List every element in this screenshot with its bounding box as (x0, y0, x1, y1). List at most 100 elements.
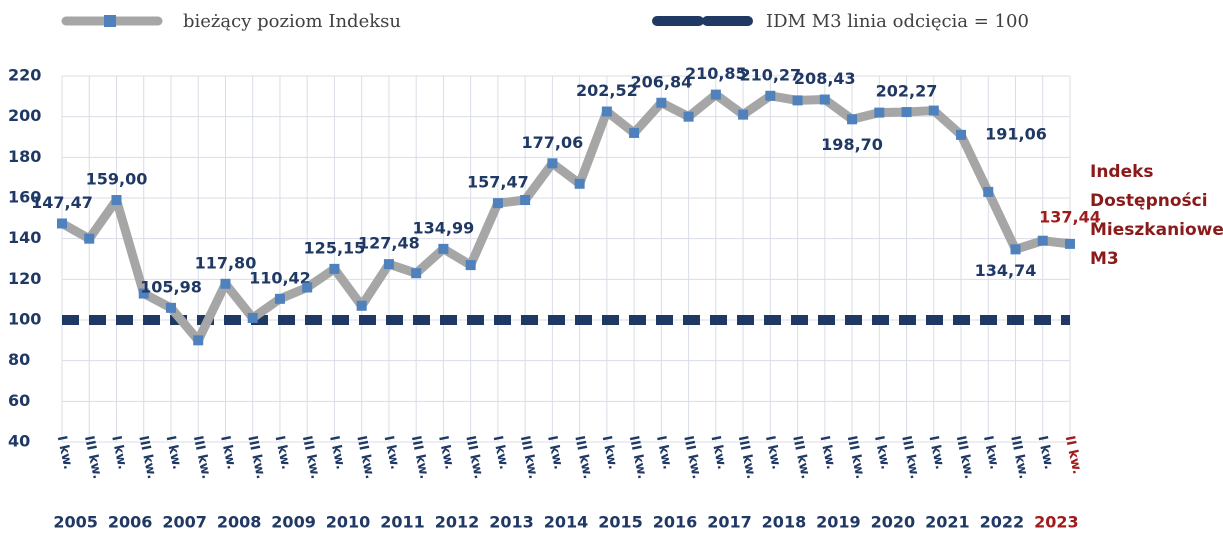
value-label: 210,85 (685, 64, 747, 83)
marker (138, 288, 149, 299)
year-label: 2012 (435, 513, 480, 532)
marker (165, 302, 176, 313)
x-tick-label: I kw. (762, 434, 784, 470)
y-tick-label: 80 (8, 350, 30, 369)
marker (792, 95, 803, 106)
year-label: 2021 (925, 513, 970, 532)
marker (738, 109, 749, 120)
x-tick-label: I kw. (490, 434, 512, 470)
value-label: 202,27 (876, 82, 938, 101)
x-tick-label: III kw. (680, 434, 704, 480)
year-label: 2010 (326, 513, 371, 532)
year-label: 2020 (871, 513, 916, 532)
marker (492, 198, 503, 209)
x-tick-label: III kw. (462, 434, 486, 480)
x-tick-label: I kw. (217, 434, 239, 470)
x-tick-label: I kw. (871, 434, 893, 470)
marker (983, 186, 994, 197)
value-label: 202,52 (576, 81, 638, 100)
marker (901, 107, 912, 118)
y-tick-label: 100 (8, 310, 41, 329)
value-label: 125,15 (304, 238, 366, 257)
x-tick-label: III kw. (898, 434, 922, 480)
marker (84, 233, 95, 244)
value-label: 137,44 (1039, 207, 1101, 226)
year-label: 2008 (217, 513, 262, 532)
y-tick-label: 40 (8, 432, 30, 451)
x-tick-label: I kw. (163, 434, 185, 470)
x-tick-label: III kw. (135, 434, 159, 480)
legend-marker (104, 15, 116, 27)
year-label: 2011 (380, 513, 425, 532)
value-label: 206,84 (630, 72, 692, 91)
year-label: 2022 (980, 513, 1025, 532)
marker (520, 195, 531, 206)
marker (683, 111, 694, 122)
x-tick-label: III kw. (81, 434, 105, 480)
x-tick-label: III kw. (735, 434, 759, 480)
legend-label: bieżący poziom Indeksu (183, 11, 401, 32)
value-label: 134,74 (975, 261, 1037, 280)
value-label: 110,42 (249, 268, 311, 287)
y-tick-label: 140 (8, 228, 41, 247)
y-tick-label: 60 (8, 391, 30, 410)
x-tick-label: III kw. (190, 434, 214, 480)
year-label: 2019 (816, 513, 861, 532)
marker (819, 94, 830, 105)
marker (274, 293, 285, 304)
x-tick-label: I kw. (708, 434, 730, 470)
year-label: 2016 (653, 513, 698, 532)
series-line (59, 90, 1071, 345)
value-label: 127,48 (358, 234, 420, 253)
legend-label: IDM M3 linia odcięcia = 100 (766, 11, 1029, 32)
marker (411, 268, 422, 279)
x-tick-label: I kw. (925, 434, 947, 470)
x-tick-label: I kw. (653, 434, 675, 470)
y-tick-label: 160 (8, 188, 41, 207)
marker (629, 127, 640, 138)
x-tick-label: III kw. (299, 434, 323, 480)
x-tick-label: I kw. (435, 434, 457, 470)
marker (1065, 238, 1075, 249)
year-label: 2009 (271, 513, 316, 532)
year-label: 2017 (707, 513, 752, 532)
y-tick-label: 200 (8, 106, 41, 125)
annotation: Dostępności (1090, 191, 1208, 211)
marker (220, 278, 231, 289)
x-tick-label: I kw. (980, 434, 1002, 470)
marker (874, 107, 885, 118)
x-tick-label: I kw. (816, 434, 838, 470)
x-tick-label: I kw. (272, 434, 294, 470)
marker (574, 178, 585, 189)
annotation: Indeks (1090, 162, 1154, 182)
marker (356, 300, 367, 311)
x-tick-label: III kw. (353, 434, 377, 480)
marker (928, 105, 939, 116)
marker (656, 97, 667, 108)
x-tick-label: I kw. (108, 434, 130, 470)
x-tick-label: I kw. (544, 434, 566, 470)
marker (111, 195, 122, 206)
year-label: 2007 (162, 513, 207, 532)
value-label: 191,06 (985, 124, 1047, 143)
marker (547, 158, 558, 169)
y-tick-label: 120 (8, 269, 41, 288)
x-tick-label: III kw. (408, 434, 432, 480)
x-tick-label: III kw. (844, 434, 868, 480)
x-tick-label: III kw. (571, 434, 595, 480)
marker (956, 129, 967, 140)
x-tick-label: III kw. (626, 434, 650, 480)
annotation: M3 (1090, 249, 1119, 269)
value-label: 147,47 (31, 193, 93, 212)
marker (193, 335, 204, 346)
value-label: 159,00 (86, 170, 148, 189)
value-label: 210,27 (739, 65, 801, 84)
value-label: 134,99 (413, 218, 475, 237)
x-tick-label: III kw. (517, 434, 541, 480)
x-tick-label: III kw. (789, 434, 813, 480)
marker (247, 312, 258, 323)
year-label: 2014 (544, 513, 589, 532)
marker (383, 259, 394, 270)
marker (1010, 244, 1021, 255)
